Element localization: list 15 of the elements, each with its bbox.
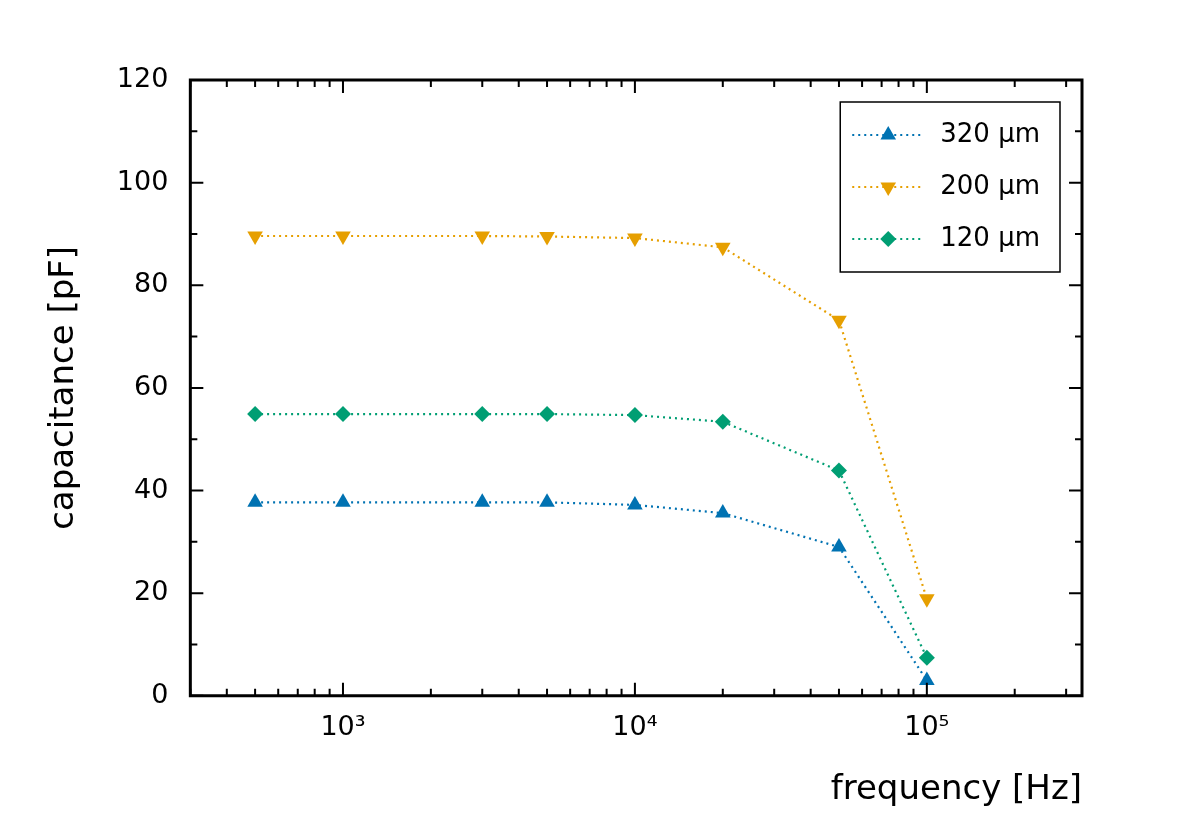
x-tick-label: 10³ xyxy=(320,710,366,742)
legend-label: 200 µm xyxy=(940,169,1041,200)
y-tick-label: 100 xyxy=(116,164,169,196)
y-tick-label: 0 xyxy=(151,677,169,709)
y-axis-title: capacitance [pF] xyxy=(41,245,82,530)
x-tick-label: 10⁴ xyxy=(612,710,658,742)
x-axis-title: frequency [Hz] xyxy=(830,767,1082,808)
y-tick-label: 120 xyxy=(116,62,169,94)
y-tick-label: 80 xyxy=(133,267,169,299)
y-tick-label: 20 xyxy=(133,575,169,607)
legend-label: 320 µm xyxy=(940,117,1041,148)
y-tick-label: 60 xyxy=(133,369,169,401)
x-tick-label: 10⁵ xyxy=(904,710,950,742)
legend-label: 120 µm xyxy=(940,221,1041,252)
y-tick-label: 40 xyxy=(133,472,169,504)
